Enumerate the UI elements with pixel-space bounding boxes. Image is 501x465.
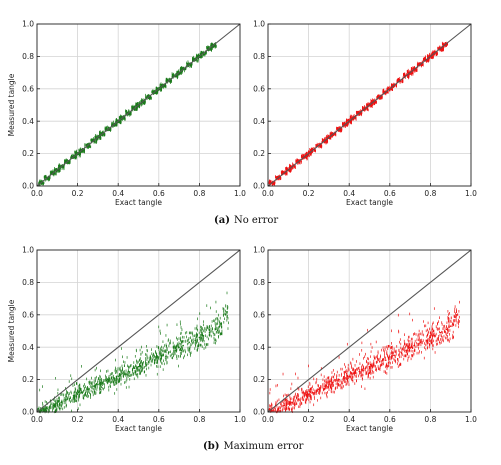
y-tick-label: 0.2 bbox=[22, 375, 34, 384]
x-tick-label: 1.0 bbox=[465, 189, 477, 198]
data-point bbox=[168, 351, 170, 353]
data-point bbox=[56, 403, 59, 405]
scatter-points bbox=[37, 291, 229, 414]
data-point bbox=[188, 341, 191, 344]
y-tick-label: 0.6 bbox=[253, 84, 265, 93]
data-point bbox=[202, 335, 205, 337]
x-tick-label: 1.0 bbox=[234, 189, 246, 198]
data-point bbox=[218, 325, 221, 327]
data-point bbox=[76, 393, 79, 395]
data-point bbox=[182, 344, 184, 347]
data-point bbox=[60, 401, 63, 404]
x-tick-label: 1.0 bbox=[234, 415, 246, 424]
data-point bbox=[147, 360, 150, 363]
data-point bbox=[208, 331, 211, 334]
x-tick-label: 0.6 bbox=[384, 189, 396, 198]
x-axis-label: Exact tangle bbox=[346, 198, 393, 207]
data-point bbox=[121, 372, 124, 374]
y-tick-label: 0.8 bbox=[253, 52, 265, 61]
scatter-points bbox=[268, 300, 460, 414]
data-point bbox=[214, 328, 217, 331]
x-tick-label: 0.4 bbox=[112, 189, 124, 198]
x-tick-label: 0.4 bbox=[112, 415, 124, 424]
data-point bbox=[178, 346, 180, 349]
y-tick-label: 0.8 bbox=[22, 278, 34, 287]
y-tick-label: 0.6 bbox=[22, 310, 34, 319]
reference-line bbox=[36, 249, 241, 413]
data-point bbox=[72, 395, 75, 397]
data-point bbox=[101, 382, 103, 384]
x-tick-label: 0.8 bbox=[424, 189, 436, 198]
data-point bbox=[194, 339, 197, 342]
y-tick-label: 0.8 bbox=[22, 52, 34, 61]
data-point bbox=[66, 398, 69, 400]
y-tick-label: 0.4 bbox=[253, 117, 265, 126]
x-tick-label: 0.2 bbox=[72, 189, 84, 198]
y-axis-label: Measured tangle bbox=[7, 73, 16, 136]
x-axis-label: Exact tangle bbox=[115, 198, 162, 207]
y-tick-label: 1.0 bbox=[253, 20, 265, 29]
data-point bbox=[224, 314, 227, 316]
data-point bbox=[113, 377, 115, 379]
data-point bbox=[158, 356, 160, 358]
data-point bbox=[107, 378, 109, 381]
x-tick-label: 0.2 bbox=[303, 189, 315, 198]
data-point bbox=[198, 336, 201, 339]
y-tick-label: 1.0 bbox=[22, 20, 34, 29]
x-axis-label: Exact tangle bbox=[115, 424, 162, 433]
data-point bbox=[46, 407, 48, 410]
data-point bbox=[97, 383, 99, 386]
x-tick-label: 0.0 bbox=[31, 415, 43, 424]
reference-line bbox=[267, 23, 472, 187]
panel-a-left: 0.0 0.2 0.4 0.6 0.8 1.0 0.0 0.2 0.4 0.6 0.8 1.0 Exac… bbox=[7, 20, 246, 207]
x-tick-label: 0.8 bbox=[193, 189, 205, 198]
y-tick-label: 0.0 bbox=[22, 408, 34, 417]
y-tick-label: 0.2 bbox=[253, 149, 265, 158]
y-tick-label: 0.6 bbox=[22, 84, 34, 93]
x-tick-label: 0.2 bbox=[72, 415, 84, 424]
x-tick-label: 0.8 bbox=[193, 415, 205, 424]
data-point bbox=[153, 359, 156, 361]
data-point bbox=[40, 409, 42, 412]
panel-a-right: 0.0 0.2 0.4 0.6 0.8 1.0 0.0 0.2 0.4 0.6 0.8 1.0 Exac… bbox=[253, 20, 477, 207]
data-point bbox=[52, 404, 55, 407]
y-tick-label: 0.4 bbox=[22, 343, 34, 352]
axes-frame bbox=[36, 249, 241, 413]
data-point bbox=[141, 364, 144, 366]
y-tick-label: 0.4 bbox=[22, 117, 34, 126]
y-tick-label: 0.2 bbox=[22, 149, 34, 158]
reference-line bbox=[36, 23, 241, 187]
panel-b-left: 0.0 0.2 0.4 0.6 0.8 1.0 0.0 0.2 0.4 0.6 0.8 1.0 Exac… bbox=[7, 246, 246, 433]
data-point bbox=[127, 370, 130, 373]
data-point bbox=[86, 388, 89, 391]
x-tick-label: 0.0 bbox=[262, 189, 274, 198]
data-point bbox=[80, 391, 83, 394]
x-tick-label: 0.4 bbox=[343, 189, 355, 198]
data-point bbox=[174, 349, 176, 352]
data-point bbox=[137, 365, 140, 368]
y-tick-label: 0.0 bbox=[22, 182, 34, 191]
y-tick-label: 1.0 bbox=[22, 246, 34, 255]
data-point bbox=[133, 367, 136, 370]
axes-frame bbox=[267, 23, 472, 187]
y-axis-label: Measured tangle bbox=[7, 299, 16, 362]
data-point bbox=[93, 385, 95, 387]
x-tick-label: 0.6 bbox=[153, 415, 165, 424]
y-tick-label: 0.0 bbox=[253, 182, 265, 191]
panel-b-right: 0.0 0.2 0.4 0.6 0.8 1.00.00.20.40.60.81.0Exac… bbox=[253, 246, 477, 433]
axes-frame bbox=[36, 23, 241, 187]
data-point bbox=[162, 354, 164, 357]
x-tick-label: 0.6 bbox=[153, 189, 165, 198]
data-point bbox=[117, 375, 119, 378]
x-tick-label: 0.0 bbox=[31, 189, 43, 198]
